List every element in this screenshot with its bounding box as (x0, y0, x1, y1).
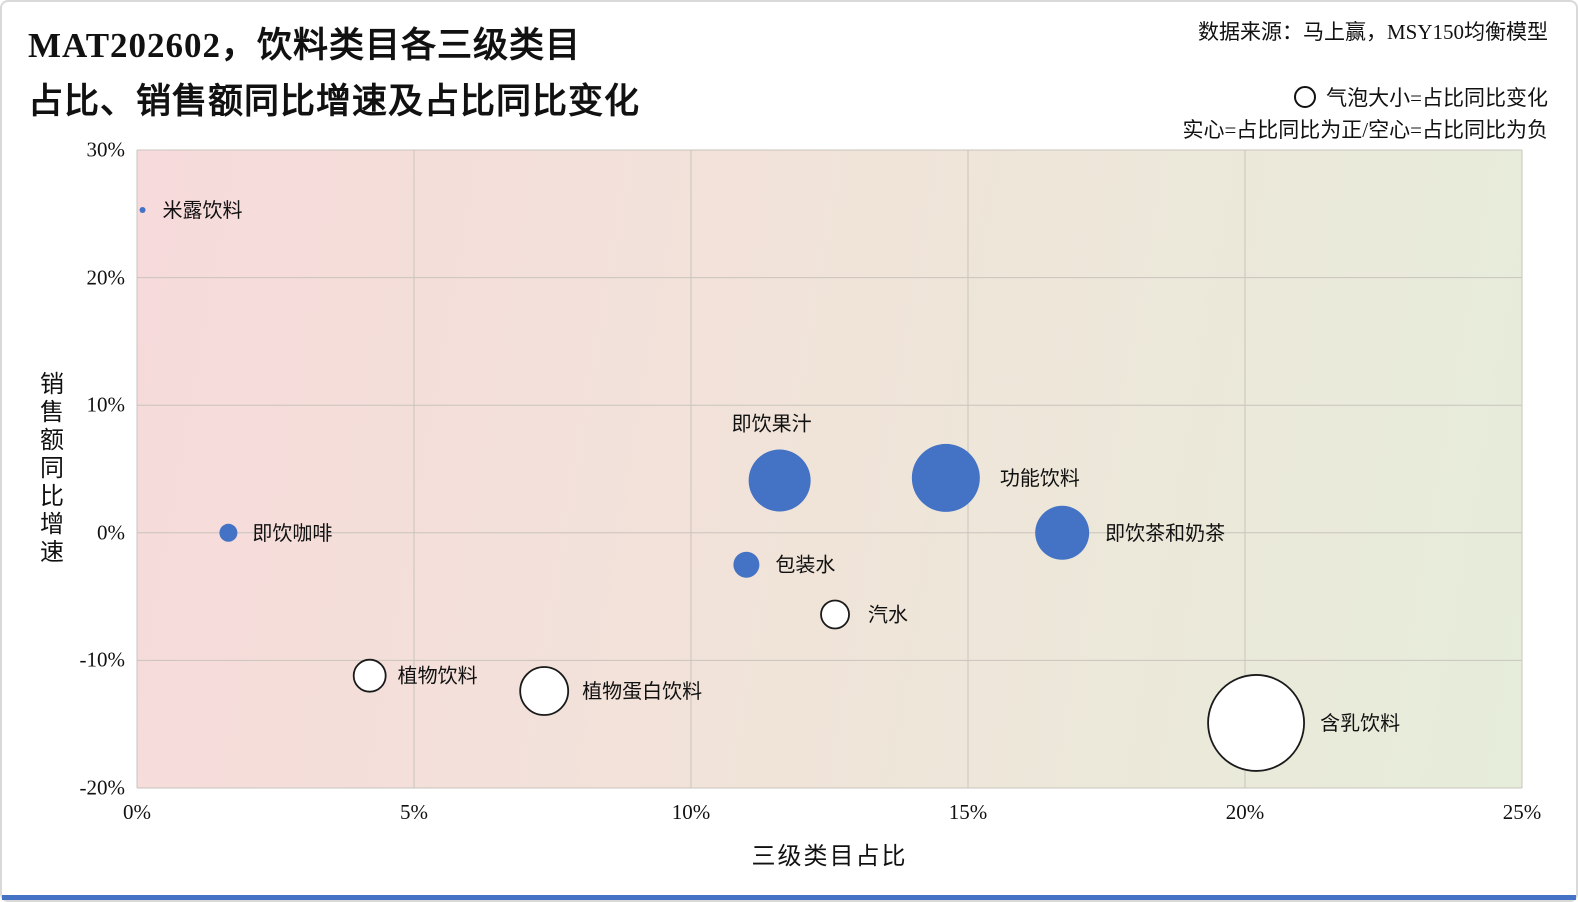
bubble-汽水 (820, 599, 850, 630)
bubble-label-汽水: 汽水 (868, 603, 908, 626)
bubble-label-植物蛋白饮料: 植物蛋白饮料 (582, 680, 702, 703)
y-tick-label--10%: -10% (79, 647, 126, 672)
bubble-label-即饮茶和奶茶: 即饮茶和奶茶 (1105, 522, 1225, 545)
bubble-功能饮料 (911, 443, 980, 512)
y-tick-label-30%: 30% (86, 137, 126, 162)
bubble-label-功能饮料: 功能饮料 (1000, 467, 1080, 490)
x-axis-title: 三级类目占比 (751, 844, 908, 870)
x-tick-label-5%: 5% (400, 800, 428, 824)
legend-bubble-size: 气泡大小=占比同比变化 (1294, 82, 1548, 112)
bubble-label-即饮咖啡: 即饮咖啡 (252, 522, 332, 545)
y-axis-title: 销售额同比增速 (35, 371, 62, 567)
bubble-label-包装水: 包装水 (775, 554, 835, 577)
bubble-包装水 (733, 551, 760, 578)
bubble-label-米露饮料: 米露饮料 (163, 199, 243, 222)
x-tick-label-0%: 0% (123, 800, 151, 824)
bottom-accent-bar (2, 895, 1576, 900)
chart-title: MAT202602，饮料类目各三级类目 占比、销售额同比增速及占比同比变化 (28, 18, 640, 130)
bubble-米露饮料 (139, 206, 146, 213)
x-tick-label-15%: 15% (948, 800, 988, 824)
x-tick-label-10%: 10% (671, 800, 711, 824)
x-tick-label-25%: 25% (1502, 800, 1542, 824)
plot-area: 米露饮料即饮咖啡 即饮果汁功能饮料即饮茶和奶茶包装水汽水植物饮料植物蛋白饮料含乳饮… (136, 149, 1523, 789)
y-tick-label-0%: 0% (97, 520, 125, 545)
bubble-label-含乳饮料: 含乳饮料 (1320, 712, 1400, 735)
x-tick-label-20%: 20% (1225, 800, 1265, 824)
data-source: 数据来源：马上赢，MSY150均衡模型 (1197, 20, 1548, 44)
y-tick-label-20%: 20% (86, 265, 126, 290)
bubble-即饮茶和奶茶 (1035, 505, 1090, 560)
y-tick-label--20%: -20% (79, 775, 126, 800)
y-tick-label-10%: 10% (86, 392, 126, 417)
bubble-即饮果汁 (748, 449, 811, 512)
bubble-即饮咖啡 (219, 523, 238, 542)
legend-bubble-size-label: 气泡大小=占比同比变化 (1326, 86, 1548, 110)
legend-fill-meaning: 实心=占比同比为正/空心=占比同比为负 (1182, 118, 1548, 142)
bubble-label-即饮果汁: 即饮果汁 (732, 412, 812, 435)
chart-title-line2: 占比、销售额同比增速及占比同比变化 (28, 82, 641, 121)
bubble-植物蛋白饮料 (519, 666, 570, 716)
legend-circle-icon (1294, 86, 1317, 108)
bubble-植物饮料 (352, 658, 387, 693)
chart-title-line1: MAT202602，饮料类目各三级类目 (28, 26, 582, 65)
bubble-label-植物饮料: 植物饮料 (398, 665, 478, 688)
bubble-含乳饮料 (1207, 674, 1305, 772)
